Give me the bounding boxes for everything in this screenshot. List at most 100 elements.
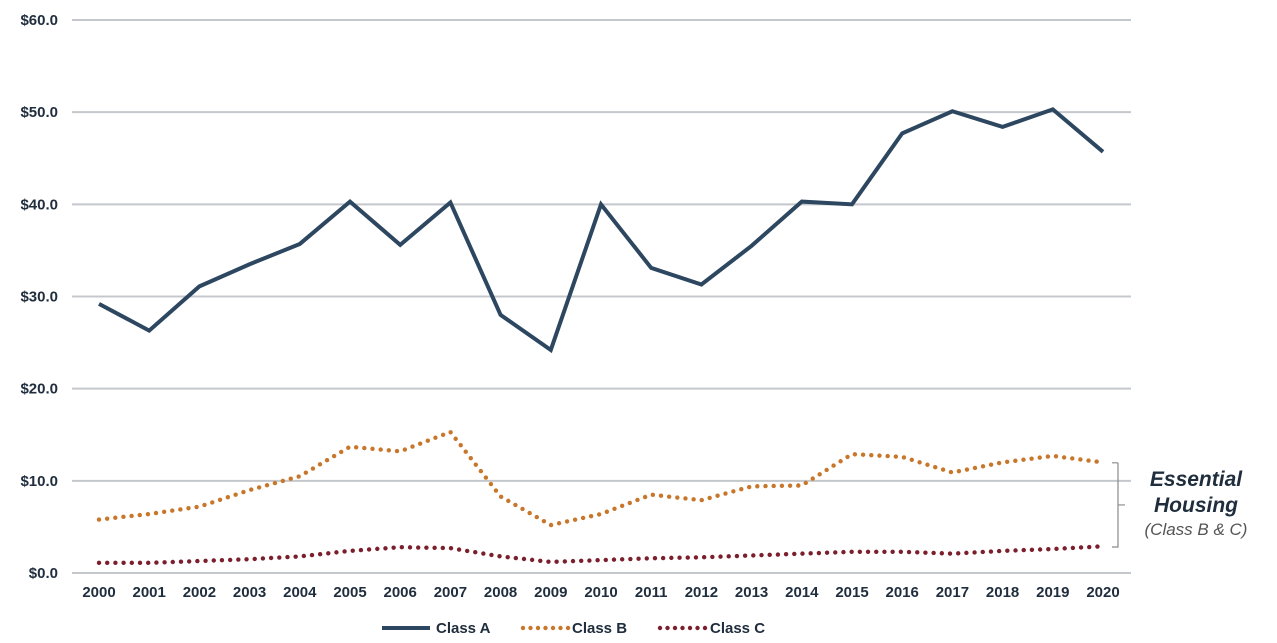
series-dot-class-c bbox=[170, 559, 175, 565]
series-dot-class-c bbox=[554, 559, 559, 564]
series-dot-class-c bbox=[890, 549, 895, 554]
series-dot-class-b bbox=[746, 484, 752, 490]
series-dot-class-b bbox=[1053, 454, 1059, 459]
series-dot-class-c bbox=[865, 549, 871, 554]
series-dot-class-b bbox=[339, 449, 344, 455]
series-dot-class-b bbox=[288, 476, 293, 481]
series-dot-class-b bbox=[964, 467, 970, 472]
series-dot-class-b bbox=[1021, 457, 1026, 462]
y-tick-label: $20.0 bbox=[20, 381, 58, 398]
series-dot-class-c bbox=[456, 547, 462, 552]
series-dot-class-c bbox=[366, 547, 372, 552]
series-dot-class-b bbox=[1086, 458, 1091, 463]
series-dot-class-c bbox=[923, 550, 928, 555]
series-dot-class-b bbox=[925, 462, 930, 467]
series-dot-class-b bbox=[324, 458, 330, 463]
series-dot-class-c bbox=[693, 555, 699, 560]
series-dot-class-c bbox=[105, 560, 110, 566]
series-dot-class-c bbox=[399, 545, 405, 550]
series-dot-class-b bbox=[691, 497, 696, 502]
x-tick-label: 2011 bbox=[635, 584, 668, 601]
series-dot-class-c bbox=[538, 558, 543, 563]
series-dot-class-c bbox=[718, 554, 723, 559]
series-dot-class-b bbox=[362, 445, 367, 451]
series-dot-class-c bbox=[587, 558, 592, 563]
series-dot-class-c bbox=[529, 557, 535, 563]
series-dot-class-c bbox=[285, 554, 290, 560]
y-axis-ticks: $0.0 $10.0 $20.0 $30.0 $40.0 $50.0 $60.0 bbox=[20, 12, 58, 582]
series-dot-class-b bbox=[869, 452, 874, 458]
series-dot-class-b bbox=[527, 510, 532, 516]
series-dot-class-c bbox=[964, 550, 969, 556]
series-dot-class-c bbox=[759, 552, 764, 558]
series-dot-class-c bbox=[195, 558, 200, 564]
series-dot-class-c bbox=[383, 546, 388, 551]
series-dot-class-c bbox=[113, 560, 118, 566]
series-dot-class-c bbox=[915, 550, 920, 555]
series-dot-class-c bbox=[792, 551, 797, 557]
x-tick-label: 2009 bbox=[534, 584, 567, 601]
series-dot-class-b bbox=[771, 483, 776, 489]
series-dot-class-c bbox=[505, 554, 510, 560]
series-dot-class-b bbox=[860, 452, 866, 457]
gridlines bbox=[72, 19, 1131, 574]
series-dot-class-b bbox=[580, 515, 586, 521]
series-dot-class-c bbox=[293, 554, 298, 559]
series-dot-class-b bbox=[498, 494, 504, 500]
legend: Class A Class B Class C bbox=[382, 620, 765, 637]
annotation-bracket bbox=[1112, 462, 1125, 548]
series-dot-class-b bbox=[402, 447, 408, 452]
series-dot-class-c bbox=[628, 556, 633, 562]
series-dot-class-b bbox=[433, 435, 438, 440]
series-dot-class-c bbox=[513, 555, 519, 561]
series-dot-class-c bbox=[154, 560, 159, 565]
series-line-class-a bbox=[98, 107, 1105, 354]
x-tick-label: 2008 bbox=[484, 584, 517, 601]
series-dot-class-b bbox=[612, 506, 617, 512]
y-tick-label: $10.0 bbox=[20, 473, 58, 490]
x-tick-label: 2018 bbox=[986, 584, 1019, 601]
series-dot-class-c bbox=[211, 558, 216, 563]
series-dot-class-b bbox=[448, 430, 453, 435]
series-dot-class-b bbox=[948, 469, 954, 475]
series-dot-class-c bbox=[137, 560, 143, 566]
series-dot-class-b bbox=[1045, 454, 1051, 459]
series-dot-class-b bbox=[506, 498, 511, 504]
legend-swatch-dot-class-c bbox=[672, 625, 678, 631]
x-tick-label: 2020 bbox=[1086, 584, 1119, 601]
series-dot-class-b bbox=[635, 497, 640, 503]
series-dot-class-b bbox=[513, 502, 518, 508]
series-dot-class-c bbox=[644, 556, 649, 561]
series-dot-class-c bbox=[783, 552, 789, 557]
series-dot-class-b bbox=[564, 519, 570, 524]
series-dot-class-b bbox=[121, 514, 126, 520]
series-dot-class-b bbox=[137, 512, 142, 518]
series-dot-class-b bbox=[145, 511, 151, 517]
series-dot-class-c bbox=[129, 560, 134, 566]
series-dot-class-c bbox=[96, 560, 102, 566]
series-dot-class-b bbox=[463, 449, 468, 454]
series-dot-class-b bbox=[658, 493, 664, 498]
series-dot-class-b bbox=[817, 472, 822, 477]
legend-swatch-dot-class-b bbox=[550, 625, 556, 631]
series-dot-class-b bbox=[378, 447, 383, 452]
legend-swatch-dot-class-c bbox=[657, 625, 663, 631]
series-dot-class-c bbox=[1070, 545, 1076, 551]
series-dot-class-c bbox=[595, 558, 600, 563]
series-dot-class-b bbox=[458, 443, 463, 448]
legend-swatch-dot-class-b bbox=[535, 625, 541, 631]
series-dot-class-b bbox=[153, 510, 159, 516]
series-dot-class-c bbox=[473, 550, 478, 555]
series-dot-class-b bbox=[845, 454, 850, 460]
legend-swatch-dot-class-b bbox=[543, 625, 548, 631]
series-dot-class-c bbox=[824, 550, 830, 555]
series-dot-class-b bbox=[699, 497, 704, 503]
series-dot-class-c bbox=[1078, 545, 1084, 550]
series-dot-class-b bbox=[1004, 459, 1010, 465]
x-tick-label: 2013 bbox=[735, 584, 768, 601]
series-dot-class-b bbox=[493, 488, 499, 493]
series-dot-class-c bbox=[440, 545, 446, 551]
x-tick-label: 2006 bbox=[384, 584, 417, 601]
series-dot-class-b bbox=[104, 516, 110, 521]
